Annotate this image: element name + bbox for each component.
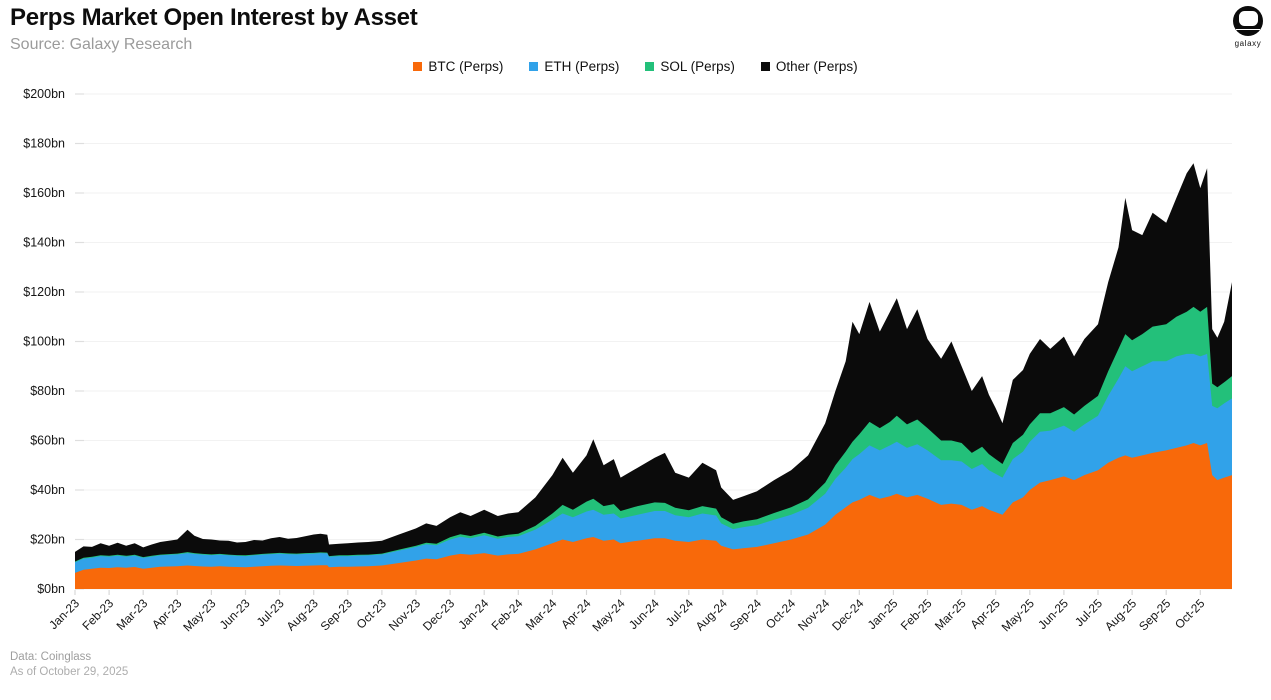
sol-swatch-icon (645, 62, 655, 71)
svg-text:Feb-25: Feb-25 (898, 596, 935, 633)
legend-label-other: Other (Perps) (775, 59, 858, 74)
legend-label-btc: BTC (Perps) (428, 59, 504, 74)
svg-text:Apr-24: Apr-24 (558, 596, 594, 632)
svg-text:Jan-25: Jan-25 (865, 596, 901, 632)
svg-text:Dec-23: Dec-23 (420, 596, 457, 633)
svg-text:$200bn: $200bn (23, 87, 65, 101)
legend: BTC (Perps) ETH (Perps) SOL (Perps) Othe… (0, 59, 1271, 74)
svg-text:Sep-23: Sep-23 (318, 596, 355, 633)
svg-text:Jun-24: Jun-24 (626, 596, 662, 632)
galaxy-helmet-icon (1233, 6, 1263, 36)
svg-text:$40bn: $40bn (30, 483, 65, 497)
x-axis-ticks (74, 590, 1201, 595)
legend-item-other: Other (Perps) (760, 59, 858, 74)
svg-text:$80bn: $80bn (30, 384, 65, 398)
svg-text:Sep-24: Sep-24 (727, 596, 764, 633)
svg-text:Aug-24: Aug-24 (693, 596, 730, 633)
svg-text:Sep-25: Sep-25 (1136, 596, 1173, 633)
area-btc (75, 443, 1232, 589)
svg-text:Jan-24: Jan-24 (455, 596, 491, 632)
svg-text:$60bn: $60bn (30, 434, 65, 448)
source-label: Source: Galaxy Research (10, 36, 193, 53)
svg-text:$180bn: $180bn (23, 137, 65, 151)
eth-swatch-icon (529, 62, 539, 71)
svg-text:$160bn: $160bn (23, 186, 65, 200)
svg-text:Dec-24: Dec-24 (829, 596, 866, 633)
galaxy-wordmark: galaxy (1234, 39, 1262, 48)
svg-text:$0bn: $0bn (37, 582, 65, 596)
svg-text:Apr-25: Apr-25 (967, 596, 1003, 632)
svg-text:Jul-25: Jul-25 (1072, 596, 1105, 629)
svg-text:Nov-24: Nov-24 (795, 596, 832, 633)
legend-label-eth: ETH (Perps) (544, 59, 620, 74)
svg-text:$20bn: $20bn (30, 533, 65, 547)
svg-text:Oct-23: Oct-23 (354, 596, 390, 632)
other-swatch-icon (760, 62, 770, 71)
y-axis-labels: $0bn $20bn $40bn $60bn $80bn $100bn $120bn $140… (23, 87, 65, 596)
svg-text:Jun-23: Jun-23 (217, 596, 253, 632)
svg-text:Apr-23: Apr-23 (149, 596, 185, 632)
svg-text:Jul-23: Jul-23 (254, 596, 287, 629)
page-title: Perps Market Open Interest by Asset (10, 4, 418, 31)
svg-text:Jul-24: Jul-24 (663, 596, 696, 629)
svg-text:Nov-23: Nov-23 (386, 596, 423, 633)
as-of-date-note: As of October 29, 2025 (10, 666, 129, 678)
svg-text:Mar-25: Mar-25 (932, 596, 969, 633)
svg-text:Aug-25: Aug-25 (1102, 596, 1139, 633)
btc-swatch-icon (413, 62, 423, 71)
svg-text:Oct-25: Oct-25 (1172, 596, 1208, 632)
svg-text:Jun-25: Jun-25 (1035, 596, 1071, 632)
svg-text:Jan-23: Jan-23 (46, 596, 82, 632)
legend-item-btc: BTC (Perps) (413, 59, 503, 74)
svg-text:May-25: May-25 (999, 596, 1037, 634)
svg-text:Feb-24: Feb-24 (489, 596, 526, 633)
svg-text:Mar-23: Mar-23 (114, 596, 151, 633)
svg-text:$120bn: $120bn (23, 285, 65, 299)
legend-label-sol: SOL (Perps) (660, 59, 735, 74)
legend-item-eth: ETH (Perps) (529, 59, 619, 74)
svg-text:Mar-24: Mar-24 (523, 596, 560, 633)
svg-text:$100bn: $100bn (23, 335, 65, 349)
data-source-note: Data: Coinglass (10, 651, 92, 663)
legend-item-sol: SOL (Perps) (645, 59, 735, 74)
svg-text:$140bn: $140bn (23, 236, 65, 250)
svg-text:Oct-24: Oct-24 (763, 596, 799, 632)
svg-text:May-24: May-24 (590, 596, 628, 634)
svg-text:May-23: May-23 (180, 596, 218, 634)
svg-text:Feb-23: Feb-23 (79, 596, 116, 633)
galaxy-logo: galaxy (1233, 6, 1263, 50)
svg-text:Aug-23: Aug-23 (284, 596, 321, 633)
